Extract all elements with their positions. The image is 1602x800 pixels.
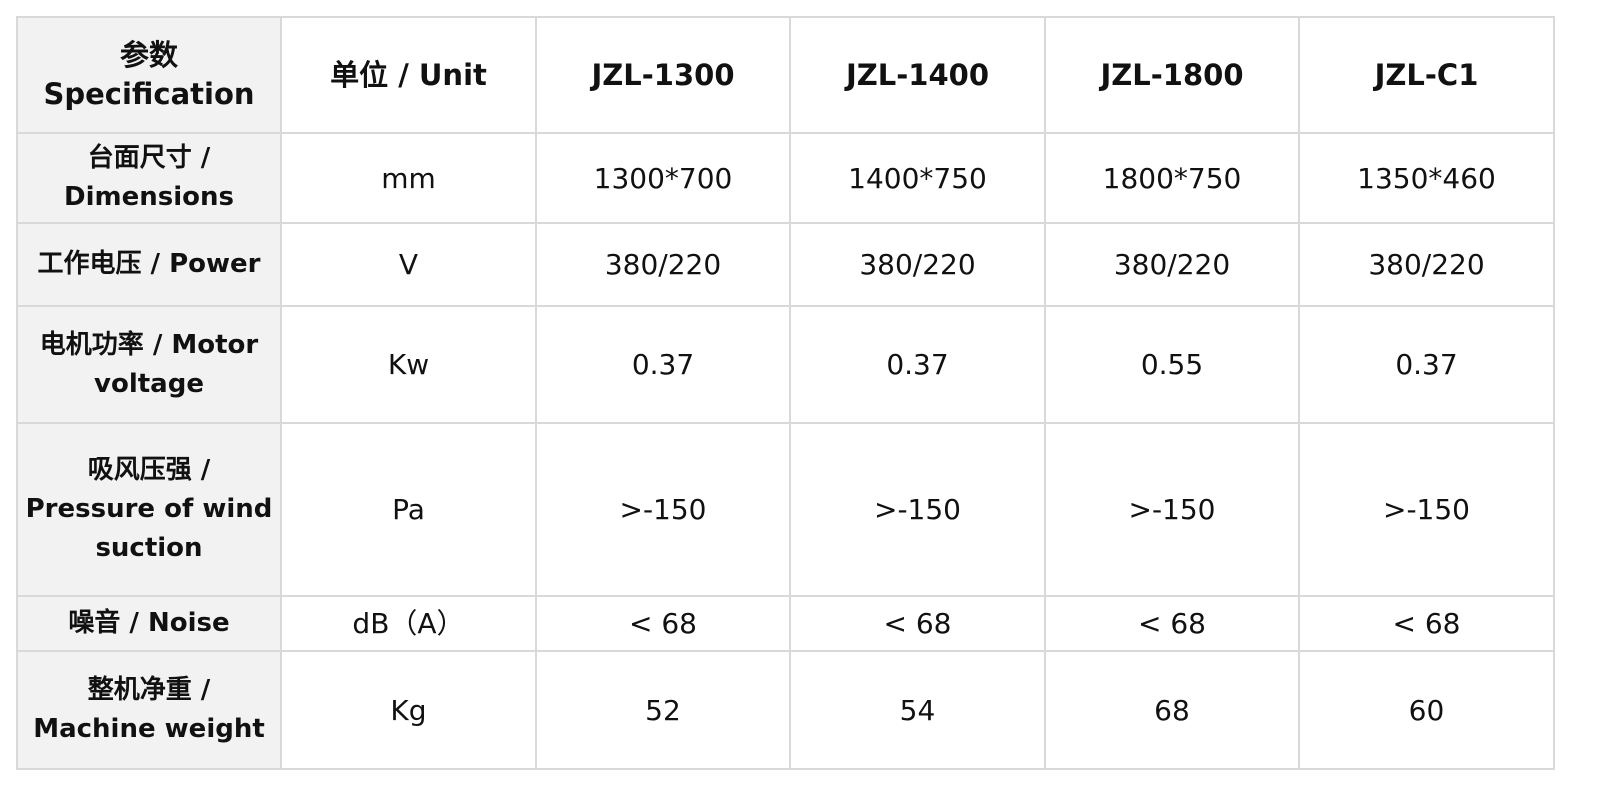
value-cell: >-150 [1044, 422, 1300, 597]
value-cell: 60 [1298, 650, 1555, 770]
value-cell: 1800*750 [1044, 132, 1300, 224]
label-line: Machine weight [33, 714, 265, 744]
value-cell: 380/220 [1044, 222, 1300, 307]
table-row: 电机功率 / Motor voltage Kw 0.37 0.37 0.55 0.37 [16, 305, 1555, 424]
row-label-cell: 整机净重 / Machine weight [16, 650, 282, 770]
row-label-cell: 吸风压强 / Pressure of wind suction [16, 422, 282, 597]
header-cell: JZL-1800 [1044, 16, 1300, 134]
value-cell: < 68 [535, 595, 791, 652]
value-cell: >-150 [1298, 422, 1555, 597]
unit-cell: Kw [280, 305, 537, 424]
unit-cell: dB（A） [280, 595, 537, 652]
value-cell: 380/220 [1298, 222, 1555, 307]
row-label-cell: 噪音 / Noise [16, 595, 282, 652]
unit-cell: Pa [280, 422, 537, 597]
value-cell: >-150 [535, 422, 791, 597]
label-line: voltage [94, 368, 204, 399]
value-cell: < 68 [1298, 595, 1555, 652]
value-cell: 0.37 [789, 305, 1046, 424]
value-cell: 1400*750 [789, 132, 1046, 224]
value-cell: >-150 [789, 422, 1046, 597]
value-cell: 0.37 [535, 305, 791, 424]
header-cell: JZL-1300 [535, 16, 791, 134]
value-cell: < 68 [1044, 595, 1300, 652]
header-cell: 单位 / Unit [280, 16, 537, 134]
row-label-cell: 工作电压 / Power [16, 222, 282, 307]
label-line: 整机净重 / [87, 675, 211, 705]
label-line: 噪音 / Noise [68, 608, 230, 638]
row-label-cell: 电机功率 / Motor voltage [16, 305, 282, 424]
table-row: 吸风压强 / Pressure of wind suction Pa >-150 >-15… [16, 422, 1555, 597]
spec-table: 参数Specification 单位 / Unit JZL-1300 JZL-1400… [16, 16, 1555, 770]
value-cell: 54 [789, 650, 1046, 770]
unit-cell: mm [280, 132, 537, 224]
value-cell: 68 [1044, 650, 1300, 770]
table-row: 台面尺寸 / Dimensions mm 1300*700 1400*750 1800*7… [16, 132, 1555, 224]
header-cell: JZL-1400 [789, 16, 1046, 134]
label-line: 电机功率 / Motor [39, 329, 259, 360]
label-line: 台面尺寸 / [87, 143, 211, 173]
row-label-cell: 台面尺寸 / Dimensions [16, 132, 282, 224]
label-line: Dimensions [64, 182, 234, 212]
label-line: suction [95, 533, 203, 563]
label-line: 吸风压强 / [87, 455, 211, 485]
value-cell: 1300*700 [535, 132, 791, 224]
table-row: 工作电压 / Power V 380/220 380/220 380/220 380/22… [16, 222, 1555, 307]
value-cell: 380/220 [535, 222, 791, 307]
label-line: 工作电压 / Power [37, 249, 261, 279]
unit-cell: Kg [280, 650, 537, 770]
table-row: 整机净重 / Machine weight Kg 52 54 68 60 [16, 650, 1555, 770]
value-cell: 380/220 [789, 222, 1046, 307]
header-cell: 参数Specification [16, 16, 282, 134]
unit-cell: V [280, 222, 537, 307]
header-cell: JZL-C1 [1298, 16, 1555, 134]
value-cell: 52 [535, 650, 791, 770]
value-cell: 1350*460 [1298, 132, 1555, 224]
label-line: Pressure of wind [25, 494, 273, 524]
value-cell: < 68 [789, 595, 1046, 652]
table-row: 噪音 / Noise dB（A） < 68 < 68 < 68 < 68 [16, 595, 1555, 652]
header-row: 参数Specification 单位 / Unit JZL-1300 JZL-1400… [16, 16, 1555, 134]
value-cell: 0.37 [1298, 305, 1555, 424]
value-cell: 0.55 [1044, 305, 1300, 424]
